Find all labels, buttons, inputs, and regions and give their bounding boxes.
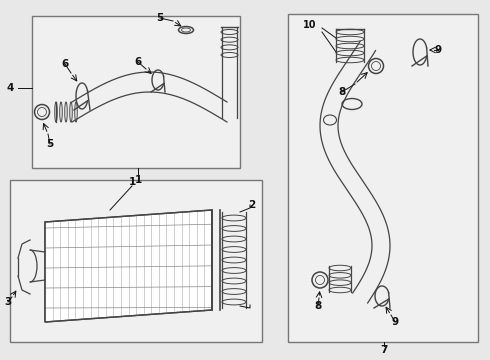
Text: 2: 2 — [248, 200, 256, 210]
Text: 8: 8 — [339, 87, 345, 97]
Text: 9: 9 — [435, 45, 441, 55]
Text: 6: 6 — [61, 59, 69, 69]
Text: 1: 1 — [128, 177, 136, 187]
Bar — [10, 180, 262, 342]
Text: 10: 10 — [303, 20, 317, 30]
Polygon shape — [45, 210, 212, 322]
Text: 4: 4 — [6, 83, 14, 93]
Text: 8: 8 — [315, 301, 321, 311]
Text: 5: 5 — [47, 139, 53, 149]
Text: 1: 1 — [134, 175, 142, 185]
Text: 9: 9 — [392, 317, 398, 327]
Bar — [32, 16, 240, 168]
Text: 6: 6 — [134, 57, 142, 67]
Text: 3: 3 — [4, 297, 12, 307]
Text: 7: 7 — [380, 345, 388, 355]
Text: 5: 5 — [156, 13, 164, 23]
Bar — [288, 14, 478, 342]
